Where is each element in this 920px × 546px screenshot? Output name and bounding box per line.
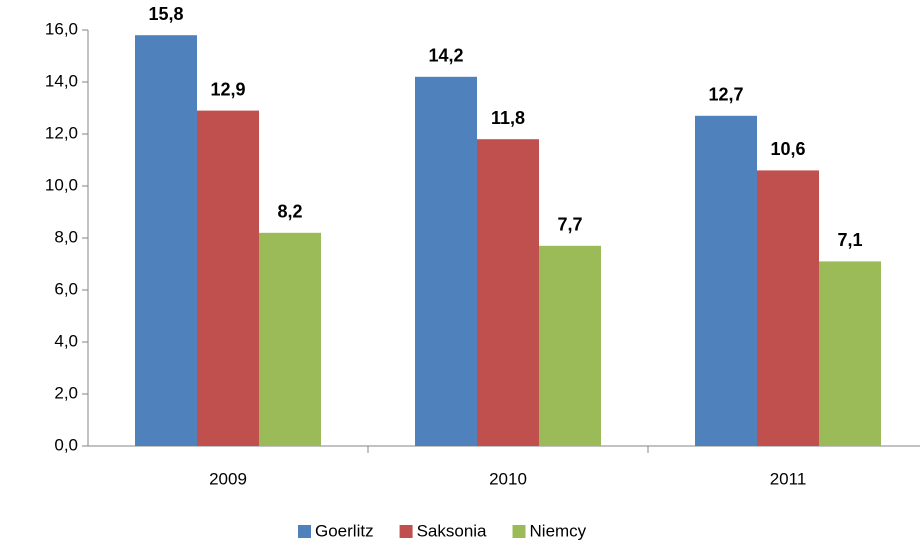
bar [197,110,259,446]
legend-label: Goerlitz [315,521,374,540]
value-label: 7,1 [837,230,862,250]
value-label: 14,2 [428,46,463,66]
y-tick-label: 8,0 [54,227,78,246]
x-tick-label: 2010 [489,469,527,488]
legend-swatch [298,525,311,538]
bar [539,245,601,446]
y-tick-label: 14,0 [45,71,78,90]
legend-swatch [512,525,526,538]
legend-label: Saksonia [417,521,487,540]
bar [477,139,539,446]
value-label: 15,8 [148,4,183,24]
y-tick-label: 16,0 [45,19,78,38]
value-label: 12,7 [708,85,743,105]
y-tick-label: 0,0 [54,435,78,454]
x-tick-label: 2011 [770,469,807,488]
y-tick-label: 2,0 [54,383,78,402]
bar [819,261,881,446]
bar [695,115,757,447]
bar [135,35,197,446]
value-label: 11,8 [491,108,525,128]
x-tick-label: 2009 [209,469,247,488]
y-tick-label: 12,0 [45,123,78,142]
value-label: 8,2 [277,202,302,222]
legend-swatch [399,525,413,538]
y-tick-label: 6,0 [54,279,78,298]
y-tick-label: 10,0 [45,175,78,194]
legend-label: Niemcy [530,521,587,540]
value-label: 10,6 [770,139,805,159]
bar [259,232,321,446]
y-tick-label: 4,0 [54,331,78,350]
bar [757,170,819,446]
value-label: 12,9 [210,79,245,99]
value-label: 7,7 [557,215,582,235]
bar [415,76,477,447]
